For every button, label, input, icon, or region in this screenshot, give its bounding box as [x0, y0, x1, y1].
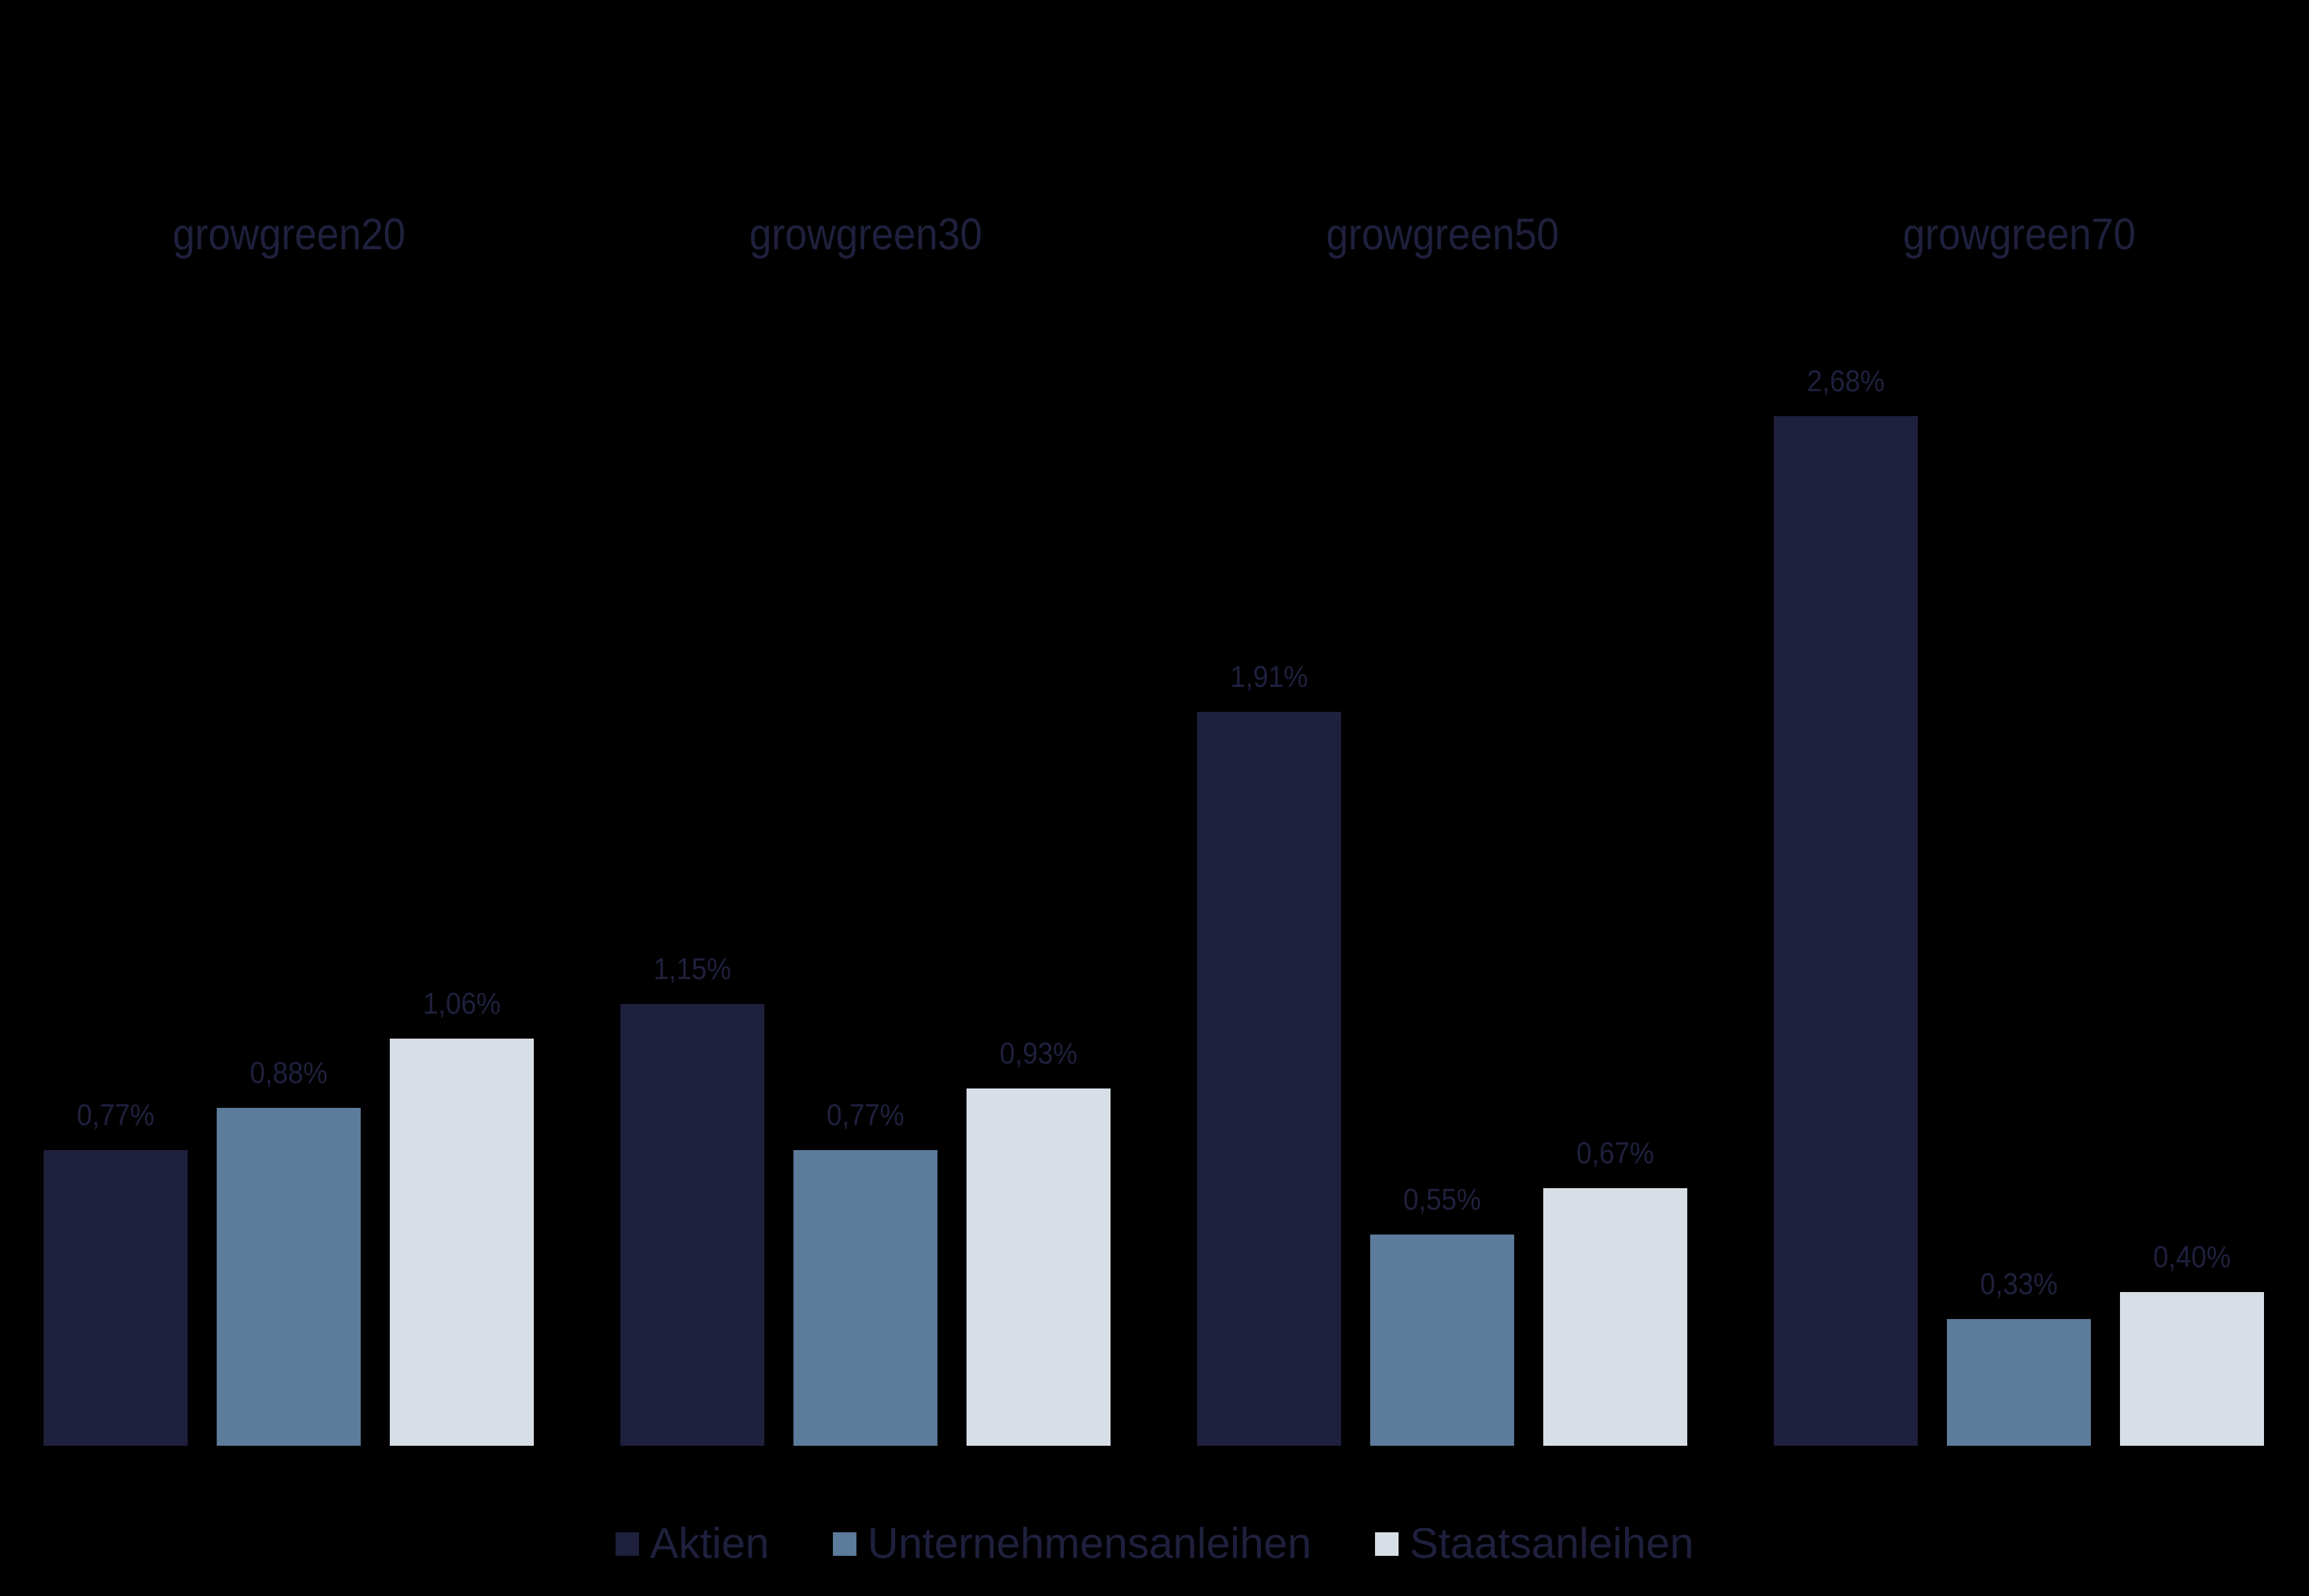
bar-aktien-growgreen30	[620, 1004, 764, 1446]
category-title: growgreen30	[749, 209, 982, 259]
bar-value-label: 0,93%	[999, 1037, 1078, 1070]
legend-label: Staatsanleihen	[1410, 1520, 1694, 1568]
legend-label: Unternehmensanleihen	[868, 1520, 1312, 1568]
legend-item-unternehmensanleihen: Unternehmensanleihen	[833, 1520, 1311, 1568]
legend-swatch-icon	[833, 1532, 856, 1556]
bar-value-label: 2,68%	[1806, 364, 1885, 398]
category-title: growgreen70	[1903, 209, 2136, 259]
bar-value-label: 1,06%	[422, 987, 501, 1021]
bar-unternehmensanleihen-growgreen70	[1947, 1319, 2091, 1446]
legend-swatch-icon	[1375, 1532, 1399, 1556]
bar-aktien-growgreen50	[1197, 712, 1341, 1446]
bar-unternehmensanleihen-growgreen20	[217, 1108, 361, 1446]
bar-value-label: 0,67%	[1576, 1136, 1655, 1170]
legend-swatch-icon	[615, 1532, 639, 1556]
bar-aktien-growgreen20	[44, 1150, 188, 1446]
bar-value-label: 0,33%	[1979, 1267, 2058, 1301]
legend: Aktien Unternehmensanleihen Staatsanleih…	[0, 1516, 2309, 1572]
bar-value-label: 1,91%	[1230, 660, 1309, 694]
bar-staatsanleihen-growgreen30	[967, 1088, 1111, 1446]
bar-value-label: 0,77%	[826, 1098, 905, 1132]
bar-value-label: 0,88%	[249, 1056, 328, 1090]
bar-aktien-growgreen70	[1774, 416, 1918, 1446]
bar-value-label: 1,15%	[653, 952, 732, 986]
legend-item-staatsanleihen: Staatsanleihen	[1375, 1520, 1693, 1568]
category-title: growgreen20	[172, 209, 406, 259]
bar-staatsanleihen-growgreen70	[2120, 1292, 2264, 1446]
legend-item-aktien: Aktien	[615, 1520, 769, 1568]
bar-unternehmensanleihen-growgreen50	[1370, 1235, 1514, 1446]
bar-unternehmensanleihen-growgreen30	[793, 1150, 937, 1446]
bar-staatsanleihen-growgreen50	[1543, 1188, 1687, 1446]
bar-value-label: 0,55%	[1403, 1183, 1482, 1217]
bar-value-label: 0,40%	[2153, 1240, 2231, 1274]
category-title: growgreen50	[1326, 209, 1559, 259]
legend-label: Aktien	[649, 1520, 769, 1568]
bar-staatsanleihen-growgreen20	[390, 1039, 534, 1446]
bar-value-label: 0,77%	[76, 1098, 155, 1132]
